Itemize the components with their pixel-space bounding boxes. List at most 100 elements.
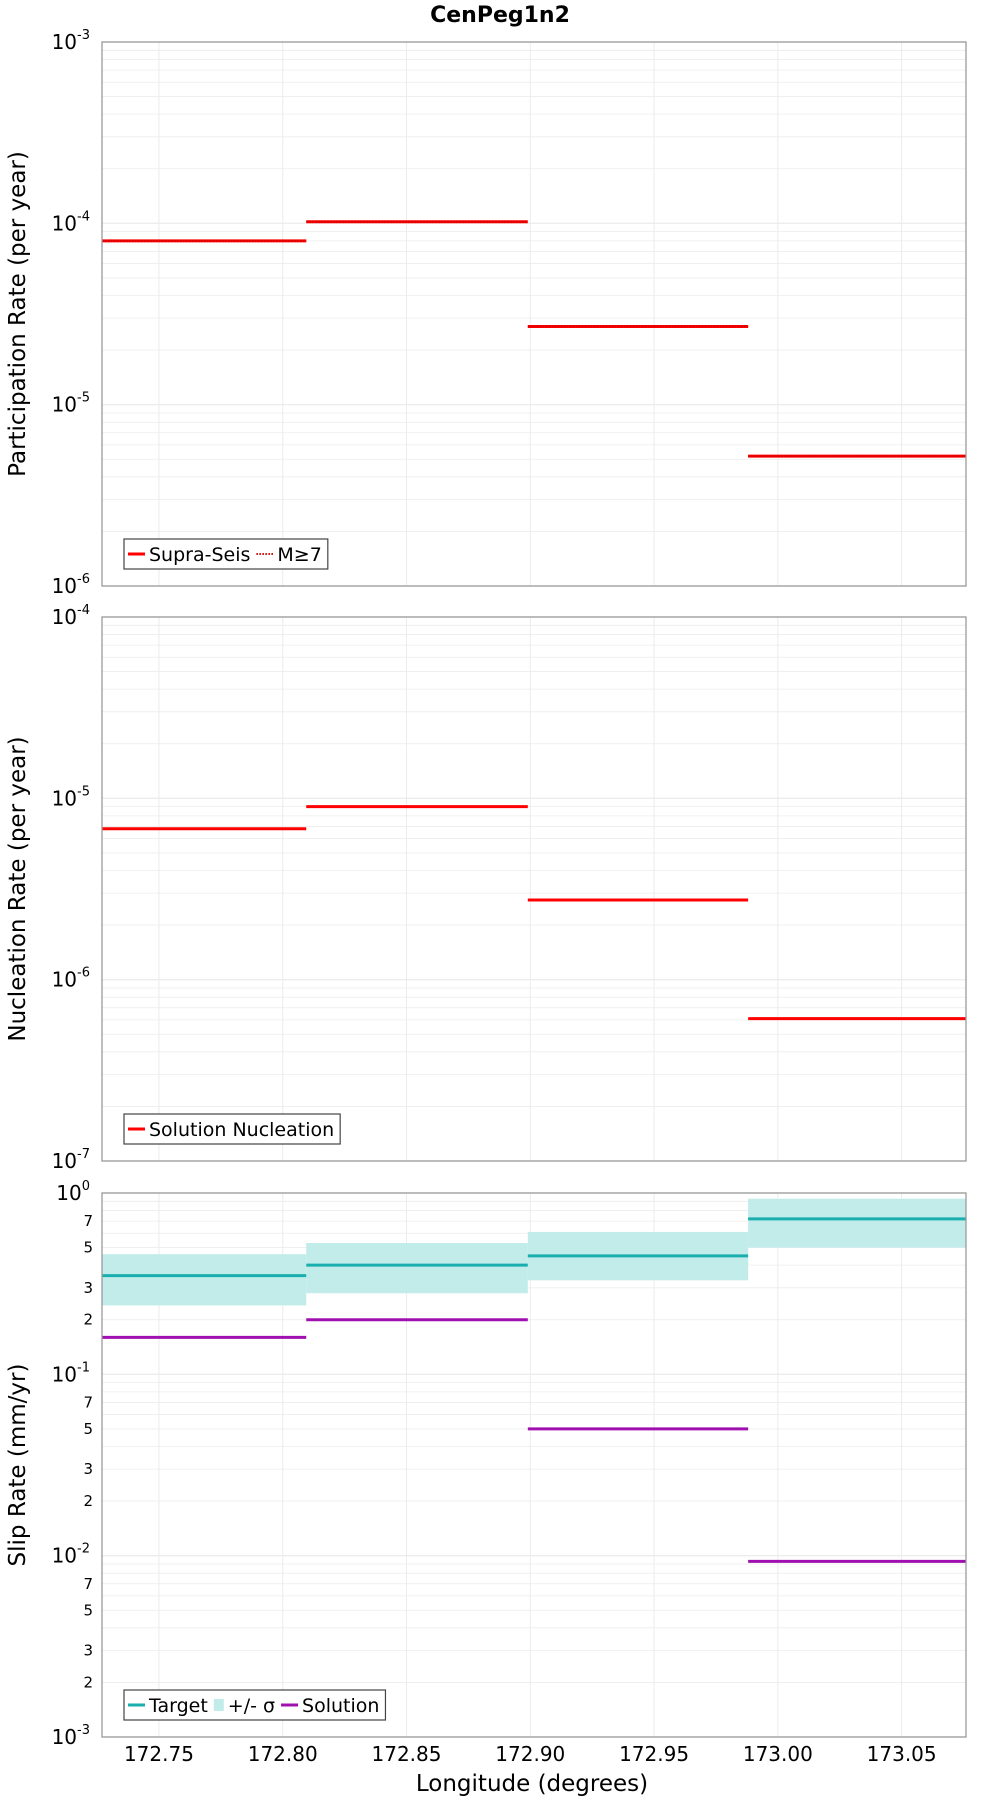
- legend-item: Target: [128, 1695, 208, 1717]
- y-minor-tick-label: 7: [83, 1575, 93, 1593]
- plot-frame: [101, 616, 967, 1162]
- x-tick-label: 173.00: [743, 1742, 813, 1766]
- y-tick-label: 10-3: [52, 1723, 90, 1749]
- y-tick-exponent: -2: [77, 1542, 90, 1557]
- y-tick-base: 10: [52, 574, 77, 598]
- y-tick-base: 10: [52, 211, 77, 235]
- y-minor-tick-label: 7: [83, 1212, 93, 1230]
- grid: [102, 41, 966, 587]
- legend-label: Solution: [302, 1695, 379, 1717]
- legend-label: Solution Nucleation: [149, 1119, 334, 1141]
- y-minor-tick-label: 7: [83, 1393, 93, 1411]
- y-tick-base: 10: [52, 605, 77, 629]
- y-tick-label: 10-5: [52, 784, 90, 810]
- plot-area: [102, 617, 966, 1161]
- y-tick-exponent: -6: [77, 572, 90, 587]
- y-axis-title: Participation Rate (per year): [5, 151, 31, 477]
- y-tick-base: 10: [56, 1181, 81, 1205]
- legend-label: M≥7: [277, 544, 321, 566]
- y-minor-tick-label: 5: [83, 1601, 93, 1619]
- x-tick-label: 172.95: [619, 1742, 689, 1766]
- y-tick-base: 10: [52, 393, 77, 417]
- legend: Supra-Seis M≥7: [123, 538, 329, 570]
- legend: Target +/- σ Solution: [123, 1689, 387, 1721]
- y-axis-ticks: 10-610-510-410-3: [52, 28, 90, 598]
- y-minor-tick-label: 5: [83, 1420, 93, 1438]
- y-tick-base: 10: [52, 1544, 77, 1568]
- y-tick-exponent: -3: [77, 1723, 90, 1738]
- plot-frame: [101, 1192, 967, 1738]
- y-tick-exponent: -5: [77, 784, 90, 799]
- y-tick-base: 10: [52, 1149, 77, 1173]
- legend-label: +/- σ: [228, 1695, 275, 1717]
- y-tick-exponent: -6: [77, 966, 90, 981]
- y-tick-base: 10: [52, 786, 77, 810]
- y-tick-label: 10-4: [52, 603, 90, 629]
- series-solution: [102, 1318, 966, 1563]
- legend-box: [123, 1689, 387, 1721]
- sigma-band-4: [748, 1198, 966, 1248]
- x-axis-title: Longitude (degrees): [416, 1771, 648, 1797]
- y-tick-label: 10-4: [52, 209, 90, 235]
- y-minor-tick-label: 2: [83, 1673, 93, 1691]
- y-tick-label: 10-2: [52, 1542, 90, 1568]
- sigma-band-2: [306, 1242, 528, 1294]
- y-tick-exponent: 0: [82, 1179, 90, 1194]
- legend-box: [123, 1113, 341, 1145]
- y-tick-label: 10-5: [52, 391, 90, 417]
- legend: Solution Nucleation: [123, 1113, 341, 1145]
- plot-area: [102, 42, 966, 586]
- x-axis: 172.75 172.80 172.85 172.90 172.95 173.00 173.…: [124, 1742, 937, 1766]
- y-tick-base: 10: [52, 1362, 77, 1386]
- legend-label: Supra-Seis: [149, 544, 250, 566]
- x-tick-label: 172.85: [372, 1742, 442, 1766]
- y-tick-exponent: -3: [77, 28, 90, 43]
- y-tick-exponent: -5: [77, 391, 90, 406]
- y-tick-base: 10: [52, 30, 77, 54]
- legend-swatch: [213, 1699, 224, 1711]
- x-tick-label: 172.80: [248, 1742, 318, 1766]
- y-minor-tick-label: 2: [83, 1492, 93, 1510]
- y-minor-tick-label: 3: [83, 1279, 93, 1297]
- y-tick-exponent: -4: [77, 209, 90, 224]
- y-tick-label: 10-1: [52, 1360, 90, 1386]
- y-tick-label: 10-3: [52, 28, 90, 54]
- y-minor-tick-label: 3: [83, 1641, 93, 1659]
- y-tick-label: 10-7: [52, 1147, 90, 1173]
- series-target: [102, 1217, 966, 1278]
- y-minor-tick-label: 5: [83, 1239, 93, 1257]
- legend-item: Supra-Seis: [128, 544, 250, 566]
- legend-item: Solution Nucleation: [128, 1119, 334, 1141]
- chart-title: CenPeg1n2: [430, 3, 570, 28]
- y-tick-exponent: -4: [77, 603, 90, 618]
- y-minor-tick-label: 3: [83, 1460, 93, 1478]
- grid: [102, 1192, 966, 1738]
- plot-frame: [101, 41, 967, 587]
- legend-item: +/- σ: [213, 1695, 275, 1717]
- y-axis-title: Nucleation Rate (per year): [5, 736, 31, 1041]
- y-tick-base: 10: [52, 968, 77, 992]
- y-axis-ticks: 10-710-610-510-4: [52, 603, 90, 1173]
- legend-label: Target: [148, 1695, 208, 1717]
- x-tick-label: 173.05: [867, 1742, 937, 1766]
- y-tick-exponent: -1: [77, 1360, 90, 1375]
- legend-item: Solution: [281, 1695, 379, 1717]
- series-m-7: [102, 220, 966, 457]
- legend-box: [123, 538, 329, 570]
- sigma-band-1: [102, 1254, 307, 1306]
- y-tick-label: 100: [56, 1179, 90, 1205]
- x-tick-label: 172.90: [495, 1742, 565, 1766]
- legend-item: M≥7: [256, 544, 322, 566]
- y-tick-label: 10-6: [52, 966, 90, 992]
- y-axis-title: Slip Rate (mm/yr): [5, 1364, 31, 1567]
- y-tick-base: 10: [52, 1725, 77, 1749]
- x-tick-label: 172.75: [124, 1742, 194, 1766]
- series-solution-nucleation: [102, 805, 966, 1021]
- y-minor-tick-label: 2: [83, 1311, 93, 1329]
